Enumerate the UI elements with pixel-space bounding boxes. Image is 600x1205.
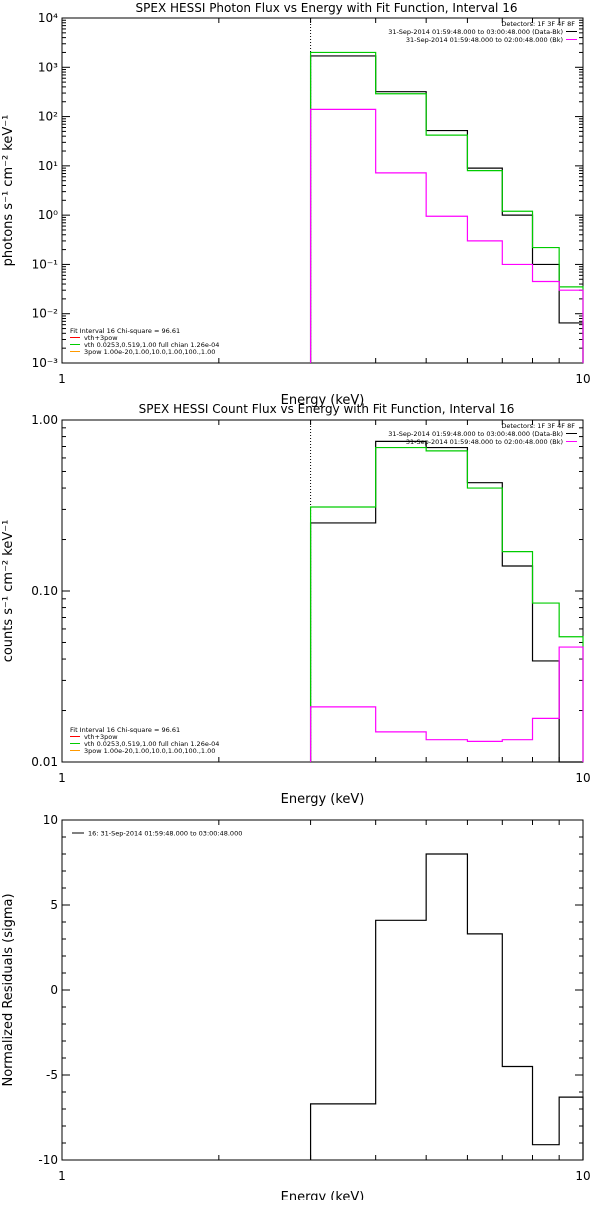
legend-entry-text: 31-Sep-2014 01:59:48.000 to 02:00:48.000… (406, 36, 563, 44)
y-tick-label: -10 (38, 1153, 58, 1167)
photon-flux-panel: SPEX HESSI Photon Flux vs Energy with Fi… (1, 1, 591, 408)
x-tick-label: 1 (58, 771, 66, 785)
fit-info-header: Fit Interval 16 Chi-square = 96.61 (70, 327, 180, 335)
x-axis-title: Energy (keV) (281, 1190, 365, 1200)
x-tick-label: 10 (575, 1169, 590, 1183)
legend-header: Detectors: 1F 3F 4F 8F (501, 20, 575, 28)
fit-legend-text: vth 0.0253,0.519,1.00 full chian 1.26e-0… (84, 740, 219, 748)
series-step-line-2 (309, 646, 584, 762)
series-step-line-1 (309, 51, 584, 363)
legend-entry-text: 31-Sep-2014 01:59:48.000 to 03:00:48.000… (388, 430, 563, 438)
y-tick-label: 10⁻³ (32, 356, 59, 370)
fit-legend-text: vth+3pow (84, 733, 118, 741)
legend-header: Detectors: 1F 3F 4F 8F (501, 422, 575, 430)
y-axis-title: Normalized Residuals (sigma) (1, 893, 16, 1086)
legend-entry-text: 31-Sep-2014 01:59:48.000 to 03:00:48.000… (388, 28, 563, 36)
fit-legend-text: 3pow 1.00e-20,1.00,10.0,1.00,100.,1.00 (84, 348, 215, 356)
series-step-line-0 (309, 440, 583, 763)
y-tick-label: 10⁰ (38, 208, 58, 222)
count-flux-panel: SPEX HESSI Count Flux vs Energy with Fit… (1, 402, 591, 807)
x-axis-title: Energy (keV) (281, 792, 365, 807)
y-tick-label: 10⁴ (38, 11, 58, 25)
series-step-line-0 (309, 853, 584, 1160)
chart-title: SPEX HESSI Photon Flux vs Energy with Fi… (136, 1, 518, 15)
fit-legend-text: 3pow 1.00e-20,1.00,10.0,1.00,100.,1.00 (84, 747, 215, 755)
x-tick-label: 10 (575, 771, 590, 785)
y-axis-title: photons s⁻¹ cm⁻² keV⁻¹ (1, 115, 16, 267)
y-tick-label: 0.10 (31, 584, 58, 598)
y-tick-label: 1.00 (31, 413, 58, 427)
y-tick-label: 10¹ (38, 159, 58, 173)
series-step-line-0 (309, 55, 584, 363)
y-tick-label: 10² (38, 110, 58, 124)
legend-entry-text: 16: 31-Sep-2014 01:59:48.000 to 03:00:48… (88, 830, 242, 838)
plot-frame (61, 819, 584, 1161)
x-axis-title: Energy (keV) (281, 393, 365, 408)
x-tick-label: 1 (58, 372, 66, 386)
legend-entry-text: 31-Sep-2014 01:59:48.000 to 02:00:48.000… (406, 438, 563, 446)
y-tick-label: 5 (50, 898, 58, 912)
y-tick-label: 10³ (38, 60, 58, 74)
x-tick-label: 1 (58, 1169, 66, 1183)
fit-info-header: Fit Interval 16 Chi-square = 96.61 (70, 726, 180, 734)
y-tick-label: 10⁻² (32, 307, 59, 321)
fit-legend-text: vth+3pow (84, 334, 118, 342)
y-tick-label: 10 (43, 813, 58, 827)
chart-title: SPEX HESSI Count Flux vs Energy with Fit… (139, 402, 515, 416)
y-axis-title: counts s⁻¹ cm⁻² keV⁻¹ (1, 520, 16, 663)
plot-frame (61, 17, 584, 364)
fit-legend-text: vth 0.0253,0.519,1.00 full chian 1.26e-0… (84, 341, 219, 349)
y-tick-label: -5 (46, 1068, 58, 1082)
series-step-line-2 (309, 108, 584, 363)
x-tick-label: 10 (575, 372, 590, 386)
residuals-panel: Energy (keV) Normalized Residuals (sigma)… (1, 813, 591, 1205)
y-tick-label: 10⁻¹ (32, 257, 59, 271)
y-tick-label: 0.01 (31, 755, 58, 769)
series-step-line-1 (309, 446, 584, 762)
y-tick-label: 0 (50, 983, 58, 997)
plot-frame (61, 419, 584, 763)
